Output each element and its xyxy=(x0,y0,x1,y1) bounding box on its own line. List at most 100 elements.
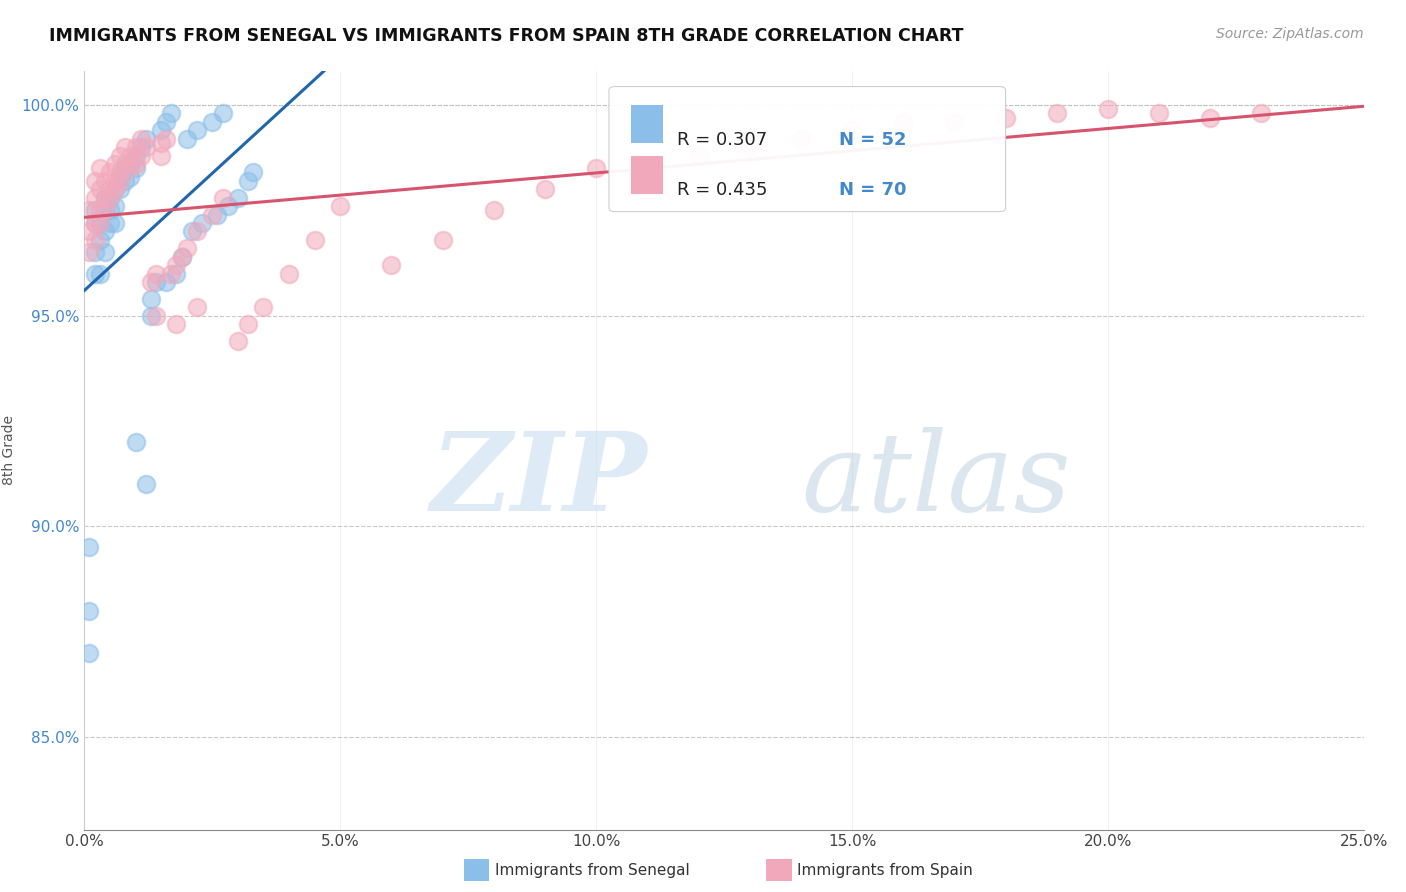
Point xyxy=(108,174,131,188)
Point xyxy=(585,161,607,176)
Point xyxy=(94,245,117,260)
Point xyxy=(201,115,224,129)
Point xyxy=(79,203,101,218)
Point xyxy=(98,191,121,205)
Point xyxy=(83,174,105,188)
Point xyxy=(129,140,152,154)
Point xyxy=(160,106,183,120)
Text: Source: ZipAtlas.com: Source: ZipAtlas.com xyxy=(1216,27,1364,41)
Point xyxy=(89,216,111,230)
Point xyxy=(124,161,146,176)
Point xyxy=(83,216,105,230)
Point xyxy=(226,191,249,205)
Point xyxy=(186,123,208,137)
Point xyxy=(108,182,131,196)
Point xyxy=(98,165,121,179)
Point xyxy=(94,191,117,205)
Point xyxy=(114,140,136,154)
FancyBboxPatch shape xyxy=(609,87,1005,211)
Point xyxy=(94,191,117,205)
Text: Immigrants from Spain: Immigrants from Spain xyxy=(797,863,973,878)
Point xyxy=(83,233,105,247)
Point xyxy=(160,267,183,281)
Point xyxy=(120,157,142,171)
Text: Immigrants from Senegal: Immigrants from Senegal xyxy=(495,863,690,878)
Point xyxy=(114,157,136,171)
Point xyxy=(98,191,121,205)
Point xyxy=(278,267,301,281)
Point xyxy=(94,224,117,238)
Point xyxy=(104,182,127,196)
Point xyxy=(89,182,111,196)
Point xyxy=(83,245,105,260)
Point xyxy=(891,115,914,129)
Point xyxy=(94,203,117,218)
Text: N = 52: N = 52 xyxy=(839,130,907,149)
Point xyxy=(98,216,121,230)
Bar xyxy=(631,105,662,144)
Point xyxy=(83,216,105,230)
Point xyxy=(242,165,264,179)
Point xyxy=(170,250,193,264)
Point xyxy=(1199,111,1222,125)
Point xyxy=(104,216,127,230)
Text: IMMIGRANTS FROM SENEGAL VS IMMIGRANTS FROM SPAIN 8TH GRADE CORRELATION CHART: IMMIGRANTS FROM SENEGAL VS IMMIGRANTS FR… xyxy=(49,27,963,45)
Point xyxy=(329,199,352,213)
Point xyxy=(79,224,101,238)
Point xyxy=(120,169,142,184)
Point xyxy=(304,233,326,247)
Point xyxy=(104,157,127,171)
Text: R = 0.307: R = 0.307 xyxy=(676,130,768,149)
Point xyxy=(135,477,157,491)
Point xyxy=(186,300,208,314)
Point xyxy=(211,106,233,120)
Point xyxy=(135,140,157,154)
Point xyxy=(139,292,162,306)
Text: atlas: atlas xyxy=(801,427,1070,534)
Text: N = 70: N = 70 xyxy=(839,181,907,199)
Point xyxy=(94,174,117,188)
Point xyxy=(207,208,229,222)
Point xyxy=(1046,106,1069,120)
Point xyxy=(89,216,111,230)
Point xyxy=(1147,106,1170,120)
Point xyxy=(217,199,239,213)
Point xyxy=(104,199,127,213)
Point xyxy=(124,148,146,162)
Point xyxy=(135,132,157,146)
Bar xyxy=(631,156,662,194)
Point xyxy=(688,148,710,162)
Point xyxy=(108,169,131,184)
Point xyxy=(124,140,146,154)
Point xyxy=(79,646,101,660)
Point xyxy=(139,275,162,289)
Point xyxy=(170,250,193,264)
Point xyxy=(176,241,198,255)
Point xyxy=(129,148,152,162)
Point xyxy=(98,203,121,218)
Point xyxy=(104,182,127,196)
Point xyxy=(150,148,173,162)
Point xyxy=(150,136,173,150)
Point xyxy=(166,317,188,331)
Point xyxy=(83,267,105,281)
Point xyxy=(104,174,127,188)
Point xyxy=(89,267,111,281)
Point xyxy=(83,191,105,205)
Point xyxy=(98,182,121,196)
Point xyxy=(790,132,813,146)
Point xyxy=(94,203,117,218)
Point xyxy=(482,203,505,218)
Point xyxy=(738,140,761,154)
Point xyxy=(120,161,142,176)
Point xyxy=(79,541,101,555)
Point xyxy=(124,157,146,171)
Point xyxy=(155,132,177,146)
Text: R = 0.435: R = 0.435 xyxy=(676,181,768,199)
Point xyxy=(114,161,136,176)
Point xyxy=(226,334,249,348)
Point xyxy=(89,233,111,247)
Point xyxy=(129,132,152,146)
Point xyxy=(89,161,111,176)
Point xyxy=(155,275,177,289)
